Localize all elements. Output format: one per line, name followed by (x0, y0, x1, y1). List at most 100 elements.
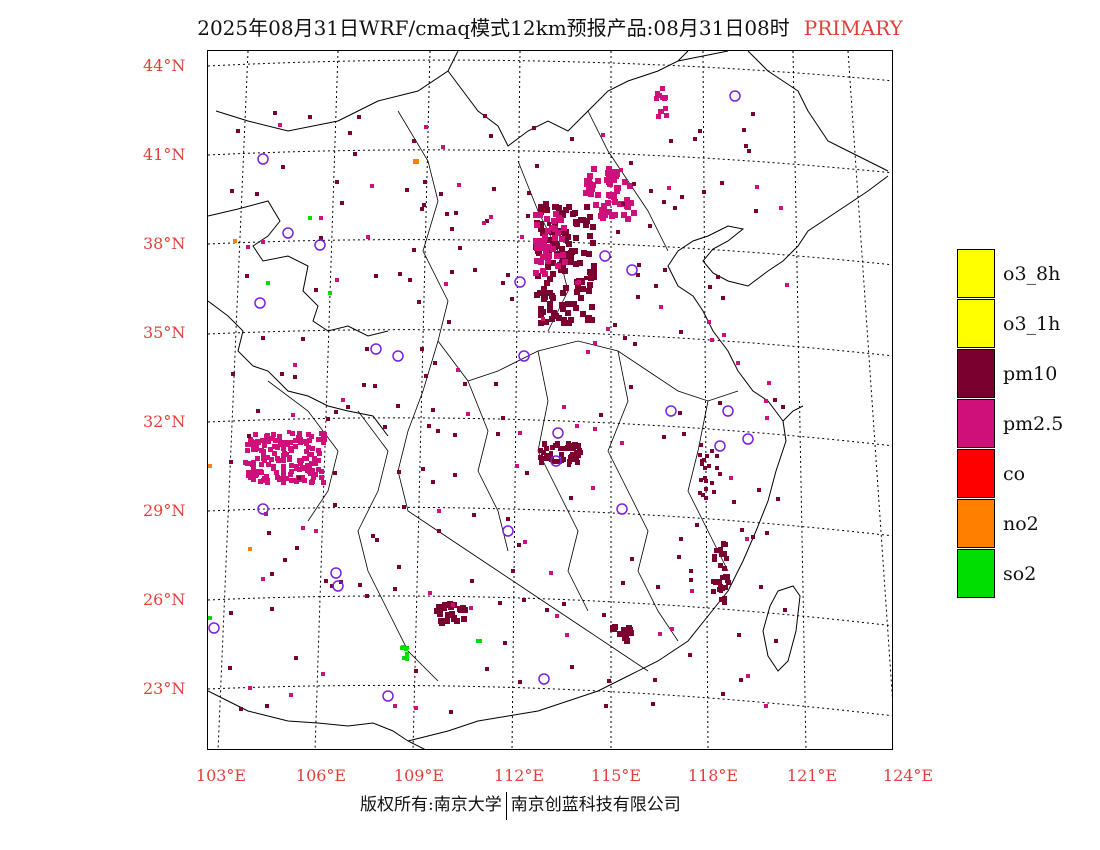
pollutant-cell (231, 372, 235, 376)
pollutant-cell (586, 350, 590, 354)
pollutant-cell (562, 405, 566, 409)
pollutant-cell (740, 528, 744, 532)
pollutant-cell (441, 145, 445, 149)
pollutant-cell (589, 304, 595, 310)
pollutant-cell (466, 412, 470, 416)
pollutant-cell (577, 280, 581, 284)
pollutant-cell (453, 473, 457, 477)
pollutant-cell (262, 476, 267, 481)
pollutant-cell (725, 574, 730, 579)
pollutant-cell (545, 608, 549, 612)
pollutant-cell (612, 199, 618, 205)
map-area[interactable] (207, 50, 893, 750)
pollutant-cell (549, 451, 553, 455)
pollutant-cell (555, 230, 561, 236)
pollutant-cell (601, 203, 607, 209)
pollutant-cell (540, 309, 546, 315)
pollutant-cell (463, 382, 467, 386)
pollutant-cell (289, 448, 294, 453)
pollutant-cell (567, 463, 571, 467)
pollutant-cell (439, 192, 443, 196)
pollutant-cell (294, 478, 299, 483)
pollutant-cell (402, 505, 406, 509)
pollutant-cell (555, 263, 561, 269)
pollutant-cell (583, 222, 589, 228)
pollutant-cell (522, 598, 526, 602)
pollutant-cell (310, 479, 315, 484)
lat-label-32: 32°N (143, 412, 186, 431)
pollutant-cell (614, 169, 620, 175)
pollutant-cell (538, 221, 544, 227)
pollutant-cell (593, 202, 599, 208)
monitoring-station-marker (502, 525, 514, 537)
pollutant-cell (333, 471, 337, 475)
pollutant-cell (470, 579, 474, 583)
pollutant-cell (623, 634, 629, 640)
pollutant-cell (541, 239, 547, 245)
monitoring-station-marker (552, 427, 564, 439)
pollutant-cell (677, 555, 681, 559)
pollutant-cell (319, 475, 324, 480)
lon-label-121: 121°E (786, 766, 838, 785)
pollutant-cell (414, 669, 418, 673)
pollutant-cell (273, 438, 278, 443)
pollutant-cell (575, 460, 580, 465)
pollutant-cell (312, 456, 317, 461)
pollutant-cell (450, 227, 454, 231)
pollutant-cell (306, 432, 311, 437)
pollutant-cell (271, 464, 276, 469)
legend-label: pm10 (1003, 363, 1058, 385)
pollutant-cell (289, 693, 293, 697)
lat-label-29: 29°N (143, 501, 186, 520)
pollutant-cell (599, 207, 605, 213)
pollutant-cell (724, 556, 729, 561)
pollutant-cell (542, 456, 547, 461)
pollutant-cell (297, 476, 301, 480)
pollutant-cell (319, 469, 324, 474)
pollutant-cell (230, 189, 234, 193)
pollutant-cell (624, 197, 630, 203)
pollutant-cell (317, 451, 322, 456)
pollutant-cell (550, 271, 556, 277)
title-text: 2025年08月31日WRF/cmaq模式12km预报产品:08月31日08时 (197, 16, 790, 40)
pollutant-cell (454, 211, 458, 215)
pollutant-cell (447, 320, 451, 324)
pollutant-cell (583, 190, 589, 196)
pollutant-cell (609, 213, 615, 219)
pollutant-cell (586, 315, 592, 321)
pollutant-cell (712, 557, 717, 562)
pollutant-cell (537, 290, 543, 296)
pollutant-cell (606, 192, 612, 198)
pollutant-cell (648, 224, 652, 228)
pollutant-cell (656, 585, 660, 589)
pollutant-cell (296, 435, 301, 440)
pollutant-cell (718, 401, 722, 405)
pollutant-cell (261, 452, 266, 457)
monitoring-station-marker (665, 405, 677, 417)
pollutant-cell (261, 240, 265, 244)
taiwan-outline (762, 585, 801, 672)
pollutant-cell (541, 317, 545, 321)
pollutant-cell (301, 337, 305, 341)
legend-label: pm2.5 (1003, 413, 1064, 435)
lat-label-35: 35°N (143, 323, 186, 342)
pollutant-cell (781, 405, 785, 409)
pollutant-cell (720, 586, 725, 591)
pollutant-cell (575, 285, 581, 291)
pollutant-cell (293, 375, 297, 379)
pollutant-cell (375, 538, 379, 542)
pollutant-cell (277, 437, 282, 442)
pollutant-cell (556, 315, 562, 321)
pollutant-cell (383, 425, 387, 429)
pollutant-cell (732, 500, 736, 504)
monitoring-station-marker (514, 276, 526, 288)
pollutant-cell (302, 456, 307, 461)
pollutant-cell (712, 490, 716, 494)
pollutant-cell (254, 472, 259, 477)
pollutant-cell (588, 187, 594, 193)
pollutant-cell (281, 464, 286, 469)
pollutant-cell (261, 456, 266, 461)
pollutant-cell (295, 546, 299, 550)
pollutant-cell (319, 236, 323, 240)
pollutant-cell (662, 200, 666, 204)
